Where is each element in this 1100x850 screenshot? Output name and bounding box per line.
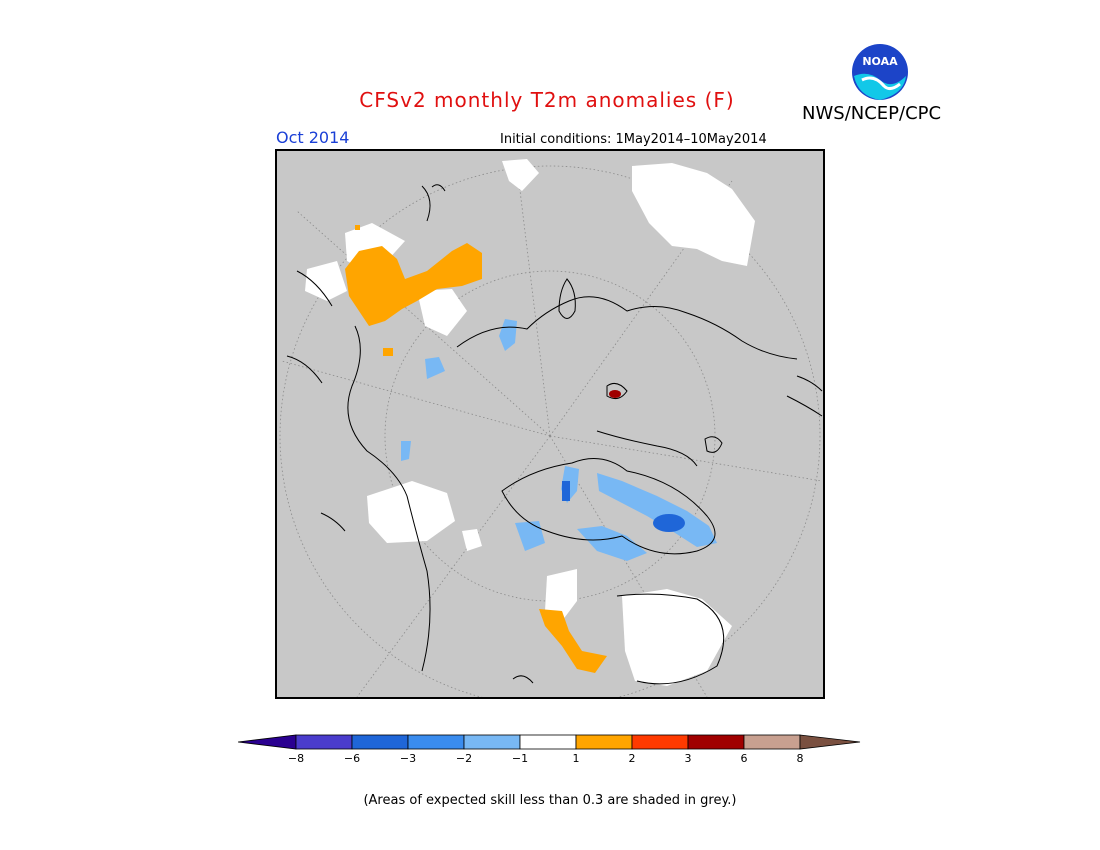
colorbar-label: 8 — [796, 752, 804, 765]
colorbar-label: −8 — [287, 752, 305, 765]
coastlines — [286, 184, 823, 685]
noaa-logo: NOAA — [849, 41, 911, 103]
polar-map-canvas — [279, 159, 823, 697]
near-normal-regions — [305, 159, 755, 686]
warm-anomaly-regions — [345, 225, 607, 673]
colorbar-bin-3 — [407, 734, 465, 750]
map-title: CFSv2 monthly T2m anomalies (F) — [359, 88, 735, 112]
colorbar-label: 6 — [740, 752, 748, 765]
colorbar-bin-9 — [743, 734, 801, 750]
colorbar-label: −2 — [455, 752, 473, 765]
polar-map — [275, 149, 825, 699]
hot-anomaly-spot — [609, 390, 621, 398]
agency-label: NWS/NCEP/CPC — [802, 103, 942, 124]
colorbar-label: 2 — [628, 752, 636, 765]
skill-footnote: (Areas of expected skill less than 0.3 a… — [363, 793, 737, 808]
colorbar-arrow-high — [799, 734, 861, 750]
noaa-logo-text: NOAA — [862, 55, 898, 68]
colorbar-bin-1 — [295, 734, 353, 750]
colorbar-label: −1 — [511, 752, 529, 765]
colorbar-bin-8 — [687, 734, 745, 750]
colorbar-bin-7 — [631, 734, 689, 750]
initial-conditions: Initial conditions: 1May2014–10May2014 — [500, 132, 767, 147]
strong-cool-anomaly-regions — [562, 481, 685, 532]
colorbar-bin-2 — [351, 734, 409, 750]
colorbar-arrow-low — [238, 734, 297, 750]
colorbar-label: −3 — [399, 752, 417, 765]
forecast-month: Oct 2014 — [276, 128, 350, 147]
colorbar-bin-5 — [519, 734, 577, 750]
colorbar-bin-6 — [575, 734, 633, 750]
colorbar-label: −6 — [343, 752, 361, 765]
colorbar-bin-4 — [463, 734, 521, 750]
anomaly-colorbar — [238, 734, 861, 750]
colorbar-label: 1 — [572, 752, 580, 765]
colorbar-label: 3 — [684, 752, 692, 765]
